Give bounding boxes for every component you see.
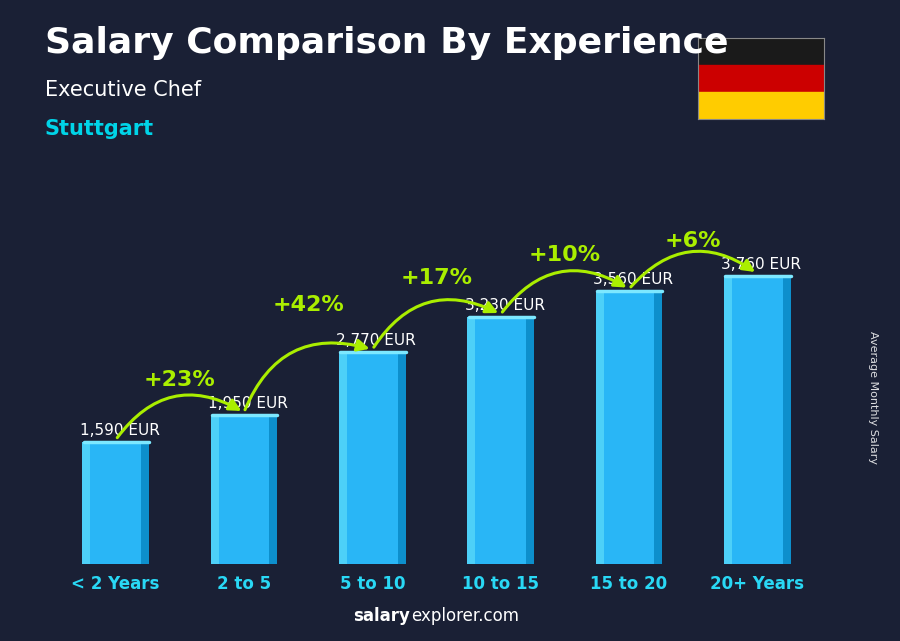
- Bar: [596, 291, 604, 564]
- Text: +23%: +23%: [144, 369, 216, 390]
- Bar: [783, 276, 791, 564]
- Text: +17%: +17%: [400, 267, 472, 288]
- Text: +10%: +10%: [529, 244, 601, 265]
- Text: 3,230 EUR: 3,230 EUR: [464, 297, 544, 313]
- Bar: [654, 291, 662, 564]
- FancyBboxPatch shape: [467, 317, 534, 564]
- Text: 1,950 EUR: 1,950 EUR: [208, 395, 288, 411]
- Bar: [339, 352, 347, 564]
- Bar: [698, 92, 824, 119]
- Bar: [141, 442, 149, 564]
- Bar: [526, 317, 534, 564]
- Bar: [398, 352, 406, 564]
- Text: Executive Chef: Executive Chef: [45, 80, 201, 100]
- FancyBboxPatch shape: [211, 415, 277, 564]
- Text: +42%: +42%: [273, 296, 344, 315]
- FancyBboxPatch shape: [82, 442, 149, 564]
- Text: 3,560 EUR: 3,560 EUR: [593, 272, 673, 287]
- Bar: [698, 38, 824, 65]
- Text: Salary Comparison By Experience: Salary Comparison By Experience: [45, 26, 728, 60]
- Text: 1,590 EUR: 1,590 EUR: [80, 424, 159, 438]
- Bar: [269, 415, 277, 564]
- Text: salary: salary: [353, 607, 410, 625]
- FancyBboxPatch shape: [596, 291, 662, 564]
- Bar: [724, 276, 732, 564]
- Text: Stuttgart: Stuttgart: [45, 119, 154, 138]
- Text: +6%: +6%: [665, 231, 722, 251]
- FancyBboxPatch shape: [339, 352, 406, 564]
- Text: 3,760 EUR: 3,760 EUR: [722, 257, 802, 272]
- Bar: [698, 65, 824, 92]
- Bar: [211, 415, 219, 564]
- Text: Average Monthly Salary: Average Monthly Salary: [868, 331, 878, 464]
- Text: explorer.com: explorer.com: [411, 607, 519, 625]
- FancyBboxPatch shape: [724, 276, 791, 564]
- Bar: [82, 442, 90, 564]
- Bar: [467, 317, 475, 564]
- Text: 2,770 EUR: 2,770 EUR: [337, 333, 416, 348]
